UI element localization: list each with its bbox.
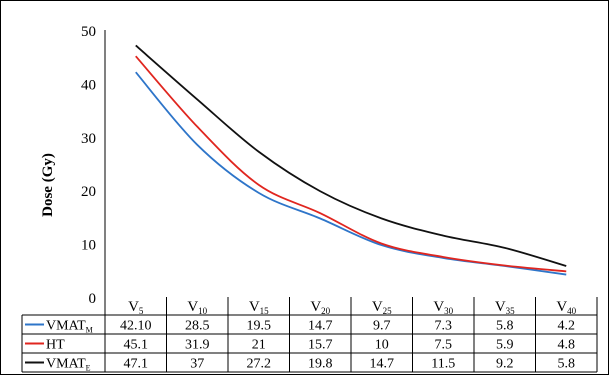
data-label: 27.2	[247, 357, 272, 372]
data-label: 5.9	[496, 338, 514, 353]
legend-label: VMATE	[46, 357, 91, 373]
data-label: 9.7	[373, 319, 391, 334]
x-tick-label: V30	[433, 299, 453, 316]
y-tick-label: 10	[81, 238, 96, 254]
data-label: 10	[375, 338, 389, 353]
data-label: 14.7	[308, 319, 333, 334]
data-label: 37	[190, 357, 204, 372]
series-line-ht	[135, 55, 567, 273]
data-label: 19.8	[308, 357, 333, 372]
y-axis-label: Dose (Gy)	[40, 153, 56, 217]
data-label: 45.1	[124, 338, 149, 353]
y-tick-label: 0	[89, 291, 97, 307]
data-label: 7.5	[435, 338, 453, 353]
x-tick-label: V20	[310, 299, 330, 316]
y-tick-label: 50	[81, 24, 96, 40]
data-label: 42.10	[120, 319, 152, 334]
x-tick-label: V40	[556, 299, 576, 316]
series-lines	[135, 44, 567, 276]
data-label: 7.3	[435, 319, 453, 334]
y-axis: 0 10 20 30 40 50	[81, 24, 106, 307]
data-label: 4.8	[558, 338, 576, 353]
data-label: 9.2	[496, 357, 514, 372]
x-tick-label: V10	[187, 299, 207, 316]
data-label: 5.8	[496, 319, 514, 334]
x-tick-label: V35	[495, 299, 515, 316]
data-label: 47.1	[124, 357, 149, 372]
y-tick-label: 20	[81, 184, 96, 200]
x-tick-label: V25	[372, 299, 392, 316]
series-line-vmate	[135, 44, 567, 267]
data-label: 28.5	[185, 319, 210, 334]
data-label: 21	[252, 338, 266, 353]
data-label: 31.9	[185, 338, 210, 353]
data-label: 11.5	[431, 357, 455, 372]
data-label: 5.8	[558, 357, 576, 372]
data-label: 4.2	[558, 319, 576, 334]
data-table: V5 V10 V15 V20 V25 V30 V35 V40 VMATM 42.10 28.5 19.…	[21, 297, 598, 373]
y-tick-label: 40	[81, 77, 96, 93]
legend-label: VMATM	[46, 319, 93, 335]
x-tick-label: V15	[249, 299, 269, 316]
y-tick-label: 30	[81, 131, 96, 147]
data-label: 15.7	[308, 338, 333, 353]
legend-label: HT	[46, 338, 65, 353]
data-label: 14.7	[370, 357, 395, 372]
data-label: 19.5	[247, 319, 272, 334]
x-tick-label: V5	[128, 299, 144, 316]
